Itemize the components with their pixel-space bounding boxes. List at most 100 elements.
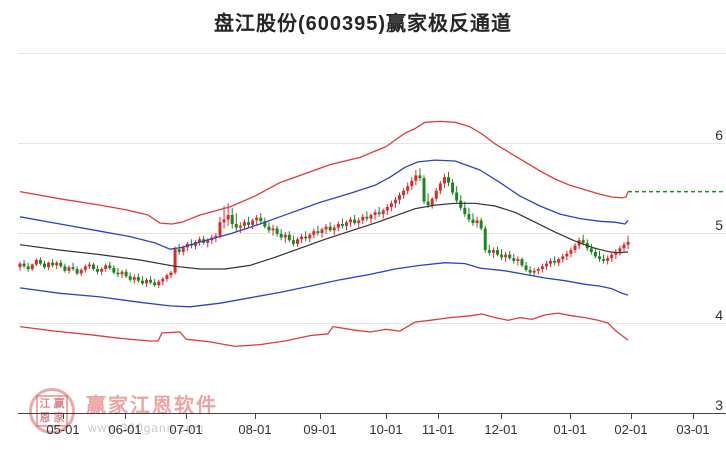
candle-body [589,248,593,252]
candle-body [414,175,418,181]
watermark-seal-logo: 江 赢 恩 家 [29,388,75,434]
candle-body [459,200,463,208]
channel-lower-blue [19,262,629,308]
x-axis-label: 07-01 [169,422,202,437]
candle-body [467,214,471,220]
candle-body [157,281,161,286]
candle-body [361,216,365,221]
candle-body [500,254,504,258]
candle-body [422,178,426,202]
candle-body [491,250,495,253]
y-axis-label: 3 [715,397,723,413]
candle-body [622,244,626,249]
candle-body [324,226,328,230]
candle-body [218,222,222,236]
candle-body [96,269,100,272]
candle-body [410,180,414,187]
candle-body [287,234,291,241]
candle-body [59,262,63,267]
candle-body [561,256,565,260]
x-axis-label: 08-01 [238,422,271,437]
candle-body [100,269,104,272]
candle-body [279,233,283,238]
candle-body [381,210,385,215]
candle-body [140,280,144,284]
watermark-brand-text: 赢家江恩软件 [86,389,218,418]
candle-body [426,201,430,206]
candle-body [259,217,263,222]
candle-body [128,276,132,280]
candle-body [540,266,544,269]
candle-body [618,248,622,252]
channel-middle-black [19,202,629,270]
candle-body [51,262,55,266]
plot-area[interactable] [18,40,726,413]
y-axis-label: 5 [715,217,723,233]
candle-body [487,250,491,253]
candle-body [169,272,173,276]
x-axis-label: 11-01 [422,422,454,437]
candle-body [275,228,279,234]
candle-body [181,247,185,252]
candle-body [369,215,373,219]
candle-body [124,271,128,277]
candle-body [483,228,487,251]
candle-body [83,266,87,270]
candle-body [316,231,320,233]
candle-body [336,224,340,228]
candle-body [418,175,422,179]
chart-title: 盘江股份(600395)赢家极反通道 [213,13,513,35]
candle-body [308,234,312,239]
candle-body [442,177,446,184]
candle-body [291,240,295,244]
candle-body [614,251,618,255]
candle-body [226,215,230,220]
candle-body [581,240,585,243]
candle-body [247,222,251,225]
candle-body [565,253,569,257]
candle-body [332,227,336,231]
candle-body [402,190,406,196]
candle-body [300,236,304,240]
candle-body [434,190,438,199]
candle-body [30,264,34,269]
candle-body [165,275,169,279]
candle-body [544,263,548,267]
watermark-url-text: www.360gann.com [88,421,205,435]
candle-body [508,254,512,259]
candle-body [38,260,42,264]
candle-body [340,224,344,226]
candle-body [283,234,287,238]
candle-body [116,272,120,275]
candle-body [626,242,630,245]
candle-body [610,254,614,259]
candle-body [593,251,597,257]
candle-body [553,260,557,263]
candle-body [447,177,451,183]
candle-body [536,269,540,271]
candle-body [238,225,242,228]
candle-body [132,277,136,280]
candle-body [528,269,532,273]
candle-body [173,249,177,273]
candle-body [47,262,51,268]
candle-body [206,240,210,243]
candle-body [230,215,234,224]
candle-body [161,278,165,282]
candle-body [26,266,30,269]
candle-body [214,235,218,238]
candle-body [63,266,67,271]
candle-body [108,265,112,269]
seal-char: 江 [38,398,52,411]
candle-body [406,186,410,191]
candle-body [495,250,499,255]
candle-body [67,267,71,271]
candle-body [312,231,316,235]
candle-body [22,263,26,267]
candle-body [177,249,181,252]
candle-body [120,271,124,275]
candle-body [377,212,381,215]
candle-body [320,229,324,233]
candle-body [602,259,606,261]
